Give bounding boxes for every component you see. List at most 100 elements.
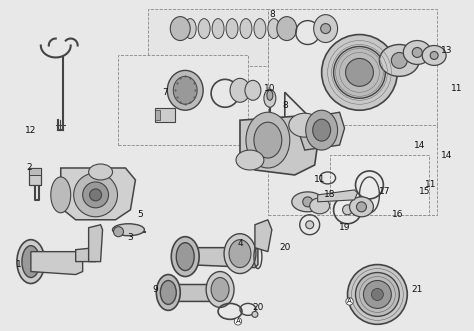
Polygon shape — [76, 248, 99, 261]
Polygon shape — [185, 248, 258, 267]
Ellipse shape — [229, 240, 251, 267]
Circle shape — [356, 272, 399, 316]
Ellipse shape — [422, 45, 446, 66]
Bar — [148, 9, 268, 67]
Ellipse shape — [176, 243, 194, 270]
Text: 15: 15 — [419, 187, 430, 196]
Ellipse shape — [254, 19, 266, 38]
Ellipse shape — [314, 15, 337, 42]
Bar — [118, 56, 248, 145]
Circle shape — [347, 264, 407, 324]
Text: 16: 16 — [392, 210, 403, 219]
Polygon shape — [240, 115, 319, 175]
Text: 11: 11 — [451, 84, 463, 93]
Text: A: A — [347, 299, 352, 305]
Ellipse shape — [206, 271, 234, 307]
Ellipse shape — [226, 19, 238, 38]
Circle shape — [430, 52, 438, 60]
Polygon shape — [29, 168, 41, 175]
Text: 3: 3 — [128, 233, 133, 242]
Polygon shape — [29, 168, 41, 185]
Circle shape — [303, 197, 313, 207]
Circle shape — [356, 202, 366, 212]
Ellipse shape — [379, 44, 419, 76]
Polygon shape — [155, 108, 175, 122]
Bar — [268, 9, 437, 128]
Ellipse shape — [212, 19, 224, 38]
Circle shape — [343, 205, 353, 215]
Ellipse shape — [224, 234, 256, 273]
Circle shape — [252, 311, 258, 317]
Circle shape — [322, 34, 397, 110]
Text: 11: 11 — [314, 175, 326, 184]
Circle shape — [334, 46, 385, 98]
Text: 11: 11 — [426, 180, 437, 189]
Ellipse shape — [22, 246, 40, 277]
Text: 14: 14 — [441, 151, 453, 160]
Text: 5: 5 — [137, 210, 143, 219]
Ellipse shape — [17, 240, 45, 284]
Text: 8: 8 — [282, 101, 288, 110]
Text: 10: 10 — [264, 84, 275, 93]
Ellipse shape — [245, 80, 261, 100]
Ellipse shape — [403, 40, 431, 65]
Text: 17: 17 — [379, 187, 390, 196]
Text: 8: 8 — [269, 10, 275, 19]
Text: 21: 21 — [411, 285, 423, 294]
Text: 20: 20 — [279, 243, 291, 252]
Text: 18: 18 — [324, 190, 336, 199]
Ellipse shape — [254, 122, 282, 158]
Ellipse shape — [167, 71, 203, 110]
Text: 2: 2 — [26, 164, 32, 172]
Polygon shape — [155, 110, 160, 120]
Circle shape — [392, 53, 407, 69]
Polygon shape — [300, 112, 345, 150]
Ellipse shape — [292, 192, 324, 212]
Circle shape — [280, 135, 290, 145]
Text: 19: 19 — [339, 223, 350, 232]
Circle shape — [73, 173, 118, 217]
Bar — [329, 155, 429, 215]
Ellipse shape — [89, 164, 112, 180]
Text: 9: 9 — [153, 285, 158, 294]
Ellipse shape — [267, 90, 273, 100]
Text: A: A — [236, 318, 240, 324]
Text: 7: 7 — [163, 88, 168, 97]
Text: 4: 4 — [237, 239, 243, 248]
Ellipse shape — [277, 17, 297, 40]
Ellipse shape — [240, 19, 252, 38]
Circle shape — [306, 221, 314, 229]
Ellipse shape — [313, 119, 330, 141]
Ellipse shape — [198, 19, 210, 38]
Polygon shape — [89, 225, 102, 261]
Ellipse shape — [230, 78, 250, 102]
Ellipse shape — [236, 150, 264, 170]
Circle shape — [90, 189, 101, 201]
Ellipse shape — [268, 19, 280, 38]
Circle shape — [364, 280, 392, 308]
Polygon shape — [31, 252, 82, 274]
Circle shape — [372, 289, 383, 301]
Ellipse shape — [51, 177, 71, 213]
Text: 12: 12 — [25, 126, 36, 135]
Ellipse shape — [264, 89, 276, 107]
Bar — [268, 125, 437, 215]
Circle shape — [412, 47, 422, 58]
Ellipse shape — [289, 113, 320, 137]
Polygon shape — [168, 285, 228, 302]
Circle shape — [320, 24, 330, 33]
Circle shape — [113, 227, 124, 237]
Circle shape — [82, 182, 109, 208]
Ellipse shape — [349, 197, 374, 217]
Ellipse shape — [184, 19, 196, 38]
Ellipse shape — [246, 112, 290, 168]
Text: 20: 20 — [252, 303, 264, 312]
Ellipse shape — [160, 280, 176, 305]
Ellipse shape — [112, 224, 145, 236]
Ellipse shape — [284, 137, 296, 153]
Polygon shape — [255, 220, 272, 252]
Ellipse shape — [171, 237, 199, 276]
Ellipse shape — [306, 110, 337, 150]
Text: 13: 13 — [441, 46, 453, 55]
Ellipse shape — [156, 274, 180, 310]
